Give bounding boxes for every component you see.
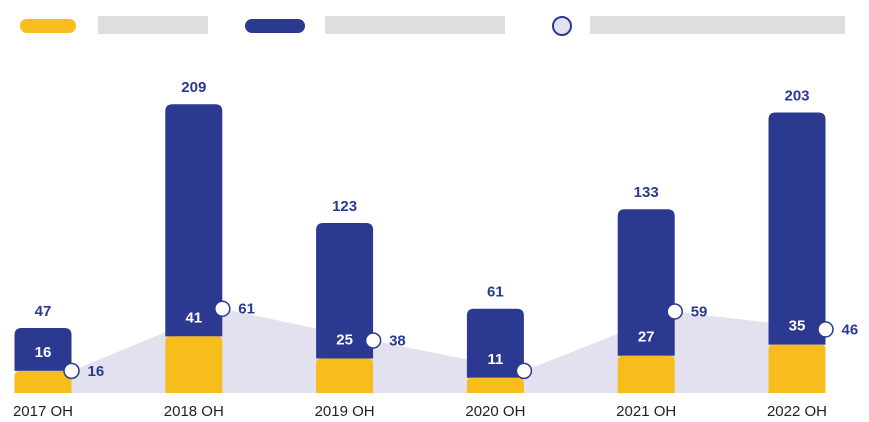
point	[817, 321, 834, 338]
bar-segment	[165, 104, 223, 337]
total-label: 47	[35, 303, 52, 320]
value-label: 25	[336, 331, 353, 348]
bar-segment	[14, 328, 72, 371]
bar-segment	[316, 358, 374, 393]
legend	[20, 16, 845, 36]
legend-swatch	[245, 19, 305, 33]
x-tick-label: 2017 OH	[13, 403, 73, 420]
point-label: 46	[842, 321, 859, 338]
value-label: 27	[638, 329, 655, 346]
point	[364, 332, 382, 349]
x-tick-label: 2021 OH	[616, 403, 676, 420]
total-label: 61	[487, 284, 504, 301]
point-label: 59	[691, 303, 708, 320]
x-tick-label: 2019 OH	[315, 403, 375, 420]
point	[63, 362, 80, 380]
point-label: 38	[389, 332, 406, 349]
legend-text-blur	[98, 16, 208, 34]
legend-text-blur	[590, 16, 845, 34]
bar-segment	[617, 209, 675, 356]
bar-segment	[768, 344, 826, 393]
bar-segment	[768, 112, 826, 345]
point-label: 61	[238, 301, 255, 318]
total-label: 133	[634, 184, 659, 201]
value-label: 11	[487, 351, 503, 368]
bar-segment	[617, 355, 675, 393]
point	[666, 303, 683, 320]
point	[515, 362, 533, 380]
legend-swatch	[20, 19, 76, 33]
legend-swatch	[552, 16, 572, 36]
total-label: 123	[332, 198, 357, 215]
bar-segment	[165, 336, 223, 393]
value-label: 41	[185, 309, 202, 326]
x-tick-label: 2018 OH	[164, 403, 224, 420]
x-tick-label: 2020 OH	[465, 403, 525, 420]
bar-segment	[466, 377, 524, 393]
x-tick-label: 2022 OH	[767, 403, 827, 420]
point-label: 16	[88, 363, 105, 380]
value-label: 35	[789, 318, 806, 335]
bar-segment	[14, 370, 72, 393]
bar-segment	[316, 223, 374, 359]
point-label: 16	[491, 363, 508, 380]
value-label: 16	[35, 344, 52, 361]
total-label: 209	[181, 79, 206, 96]
total-label: 203	[784, 87, 809, 104]
legend-text-blur	[325, 16, 505, 34]
point	[214, 300, 231, 317]
bar-segment	[466, 308, 524, 378]
